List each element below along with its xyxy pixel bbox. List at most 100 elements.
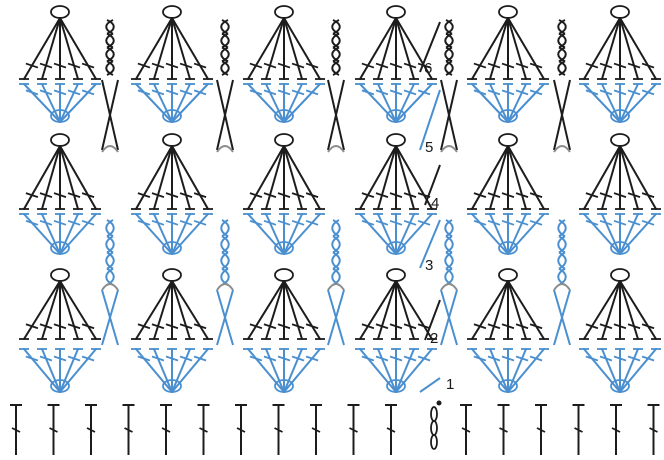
stitch-line [601, 145, 621, 210]
chain-loop [498, 109, 518, 123]
stitch-crossbar [529, 192, 543, 198]
stitch-line [601, 17, 621, 80]
post-twist [558, 235, 567, 254]
stitch-crossbar [473, 323, 487, 330]
chain-loop [610, 268, 630, 282]
stitch-crossbar [277, 323, 291, 330]
stitch-crossbar [375, 89, 389, 96]
shell-row2-col5 [467, 268, 549, 340]
stitch-crossbar [81, 89, 95, 96]
stitch-crossbar [599, 62, 613, 69]
chain-loop [50, 241, 70, 255]
post-twist [331, 19, 340, 35]
chain-loop [610, 5, 630, 19]
foundation-stitch [197, 404, 210, 455]
stitch-line [507, 17, 545, 80]
post-twist [220, 251, 229, 270]
stitch-line [471, 348, 509, 393]
stitch-crossbar [53, 62, 67, 69]
stitch-line [41, 83, 61, 123]
stitch-line [171, 83, 191, 123]
stitch-line [507, 280, 545, 340]
shell-row1-col6 [579, 348, 661, 393]
stitch-crossbar [627, 323, 641, 330]
post-twist [332, 19, 341, 35]
crossing-line [440, 289, 458, 346]
stitch-crossbar [585, 89, 599, 96]
shell-row6-col2 [131, 5, 213, 80]
stitch-crossbar [599, 192, 613, 198]
stitch-line [23, 280, 61, 340]
stitch-crossbar [501, 219, 515, 226]
join-stitch [216, 283, 234, 291]
stitch-crossbar [249, 219, 263, 226]
stitch-crossbar [263, 219, 277, 226]
stitch-crossbar [403, 192, 417, 198]
post-twist [331, 60, 340, 76]
stitch-line [377, 348, 397, 393]
stitch-line [283, 280, 303, 340]
stitch-line [41, 17, 61, 80]
stitch-crossbar [389, 219, 403, 226]
stitch-crossbar [249, 89, 263, 96]
row-number-labels: 1 2 3 4 5 6 [424, 60, 454, 393]
stitch-line [507, 83, 545, 123]
stitch-crossbar [151, 355, 165, 362]
foundation-stitch [460, 404, 472, 455]
stitch-crossbar [361, 323, 375, 330]
crossing-line [101, 79, 119, 151]
chain-loop [498, 268, 518, 282]
post-twist [558, 19, 567, 35]
stitch-line [507, 213, 527, 255]
stitch-line [359, 280, 397, 340]
stitch-crossbar [25, 355, 39, 362]
stitch-crossbar [585, 219, 599, 226]
stitch-crossbar [613, 192, 627, 198]
stitch-line [135, 145, 173, 210]
turning-chain-path [419, 21, 441, 393]
stitch-crossbar [599, 89, 613, 96]
join-stitch [216, 145, 234, 153]
crossing-line [553, 79, 571, 151]
stitch-crossbar [515, 323, 529, 330]
stitch-crossbar [487, 89, 501, 96]
stitch-crossbar [585, 62, 599, 69]
shell-row5-col4 [355, 83, 437, 123]
crossing-line [216, 289, 234, 346]
stitch-line [247, 280, 285, 340]
foundation-crossbar [536, 427, 546, 433]
post-twist [445, 46, 454, 63]
shell-row4-col5 [467, 133, 549, 210]
stitch-line [59, 280, 97, 340]
stitch-line [265, 213, 285, 255]
stitch-line [171, 145, 191, 210]
stitch-crossbar [193, 323, 207, 330]
stitch-crossbar [305, 219, 319, 226]
stitch-line [41, 348, 61, 393]
stitch-crossbar [375, 355, 389, 362]
chain-loop [162, 133, 182, 147]
shell-row3-col3 [243, 213, 325, 255]
stitch-line [471, 213, 509, 255]
stitch-line [59, 83, 97, 123]
stitch-crossbar [613, 323, 627, 330]
shell-row2-col3 [243, 268, 325, 340]
post-twist [445, 219, 454, 238]
stitch-line [395, 213, 415, 255]
shell-row4-col1 [19, 133, 101, 210]
foundation-stitch [310, 404, 322, 455]
turning-chain-loop [430, 406, 438, 422]
shell-row1-col1 [19, 348, 101, 393]
shell-row1-col3 [243, 348, 325, 393]
stitch-line [507, 348, 545, 393]
stitch-line [619, 348, 639, 393]
stitch-line [601, 213, 621, 255]
stitch-crossbar [179, 219, 193, 226]
stitch-line [23, 213, 61, 255]
stitch-line [23, 145, 61, 210]
stitch-crossbar [417, 219, 431, 226]
stitch-crossbar [137, 355, 151, 362]
stitch-crossbar [39, 89, 53, 96]
stitch-crossbar [249, 192, 263, 198]
post-mid-5 [557, 219, 567, 286]
